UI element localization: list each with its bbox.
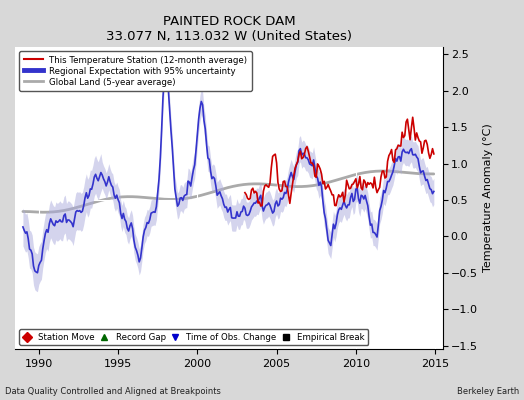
- Y-axis label: Temperature Anomaly (°C): Temperature Anomaly (°C): [483, 124, 493, 272]
- Text: Data Quality Controlled and Aligned at Breakpoints: Data Quality Controlled and Aligned at B…: [5, 387, 221, 396]
- Text: Berkeley Earth: Berkeley Earth: [456, 387, 519, 396]
- Title: PAINTED ROCK DAM
33.077 N, 113.032 W (United States): PAINTED ROCK DAM 33.077 N, 113.032 W (Un…: [106, 15, 352, 43]
- Legend: Station Move, Record Gap, Time of Obs. Change, Empirical Break: Station Move, Record Gap, Time of Obs. C…: [19, 329, 368, 345]
